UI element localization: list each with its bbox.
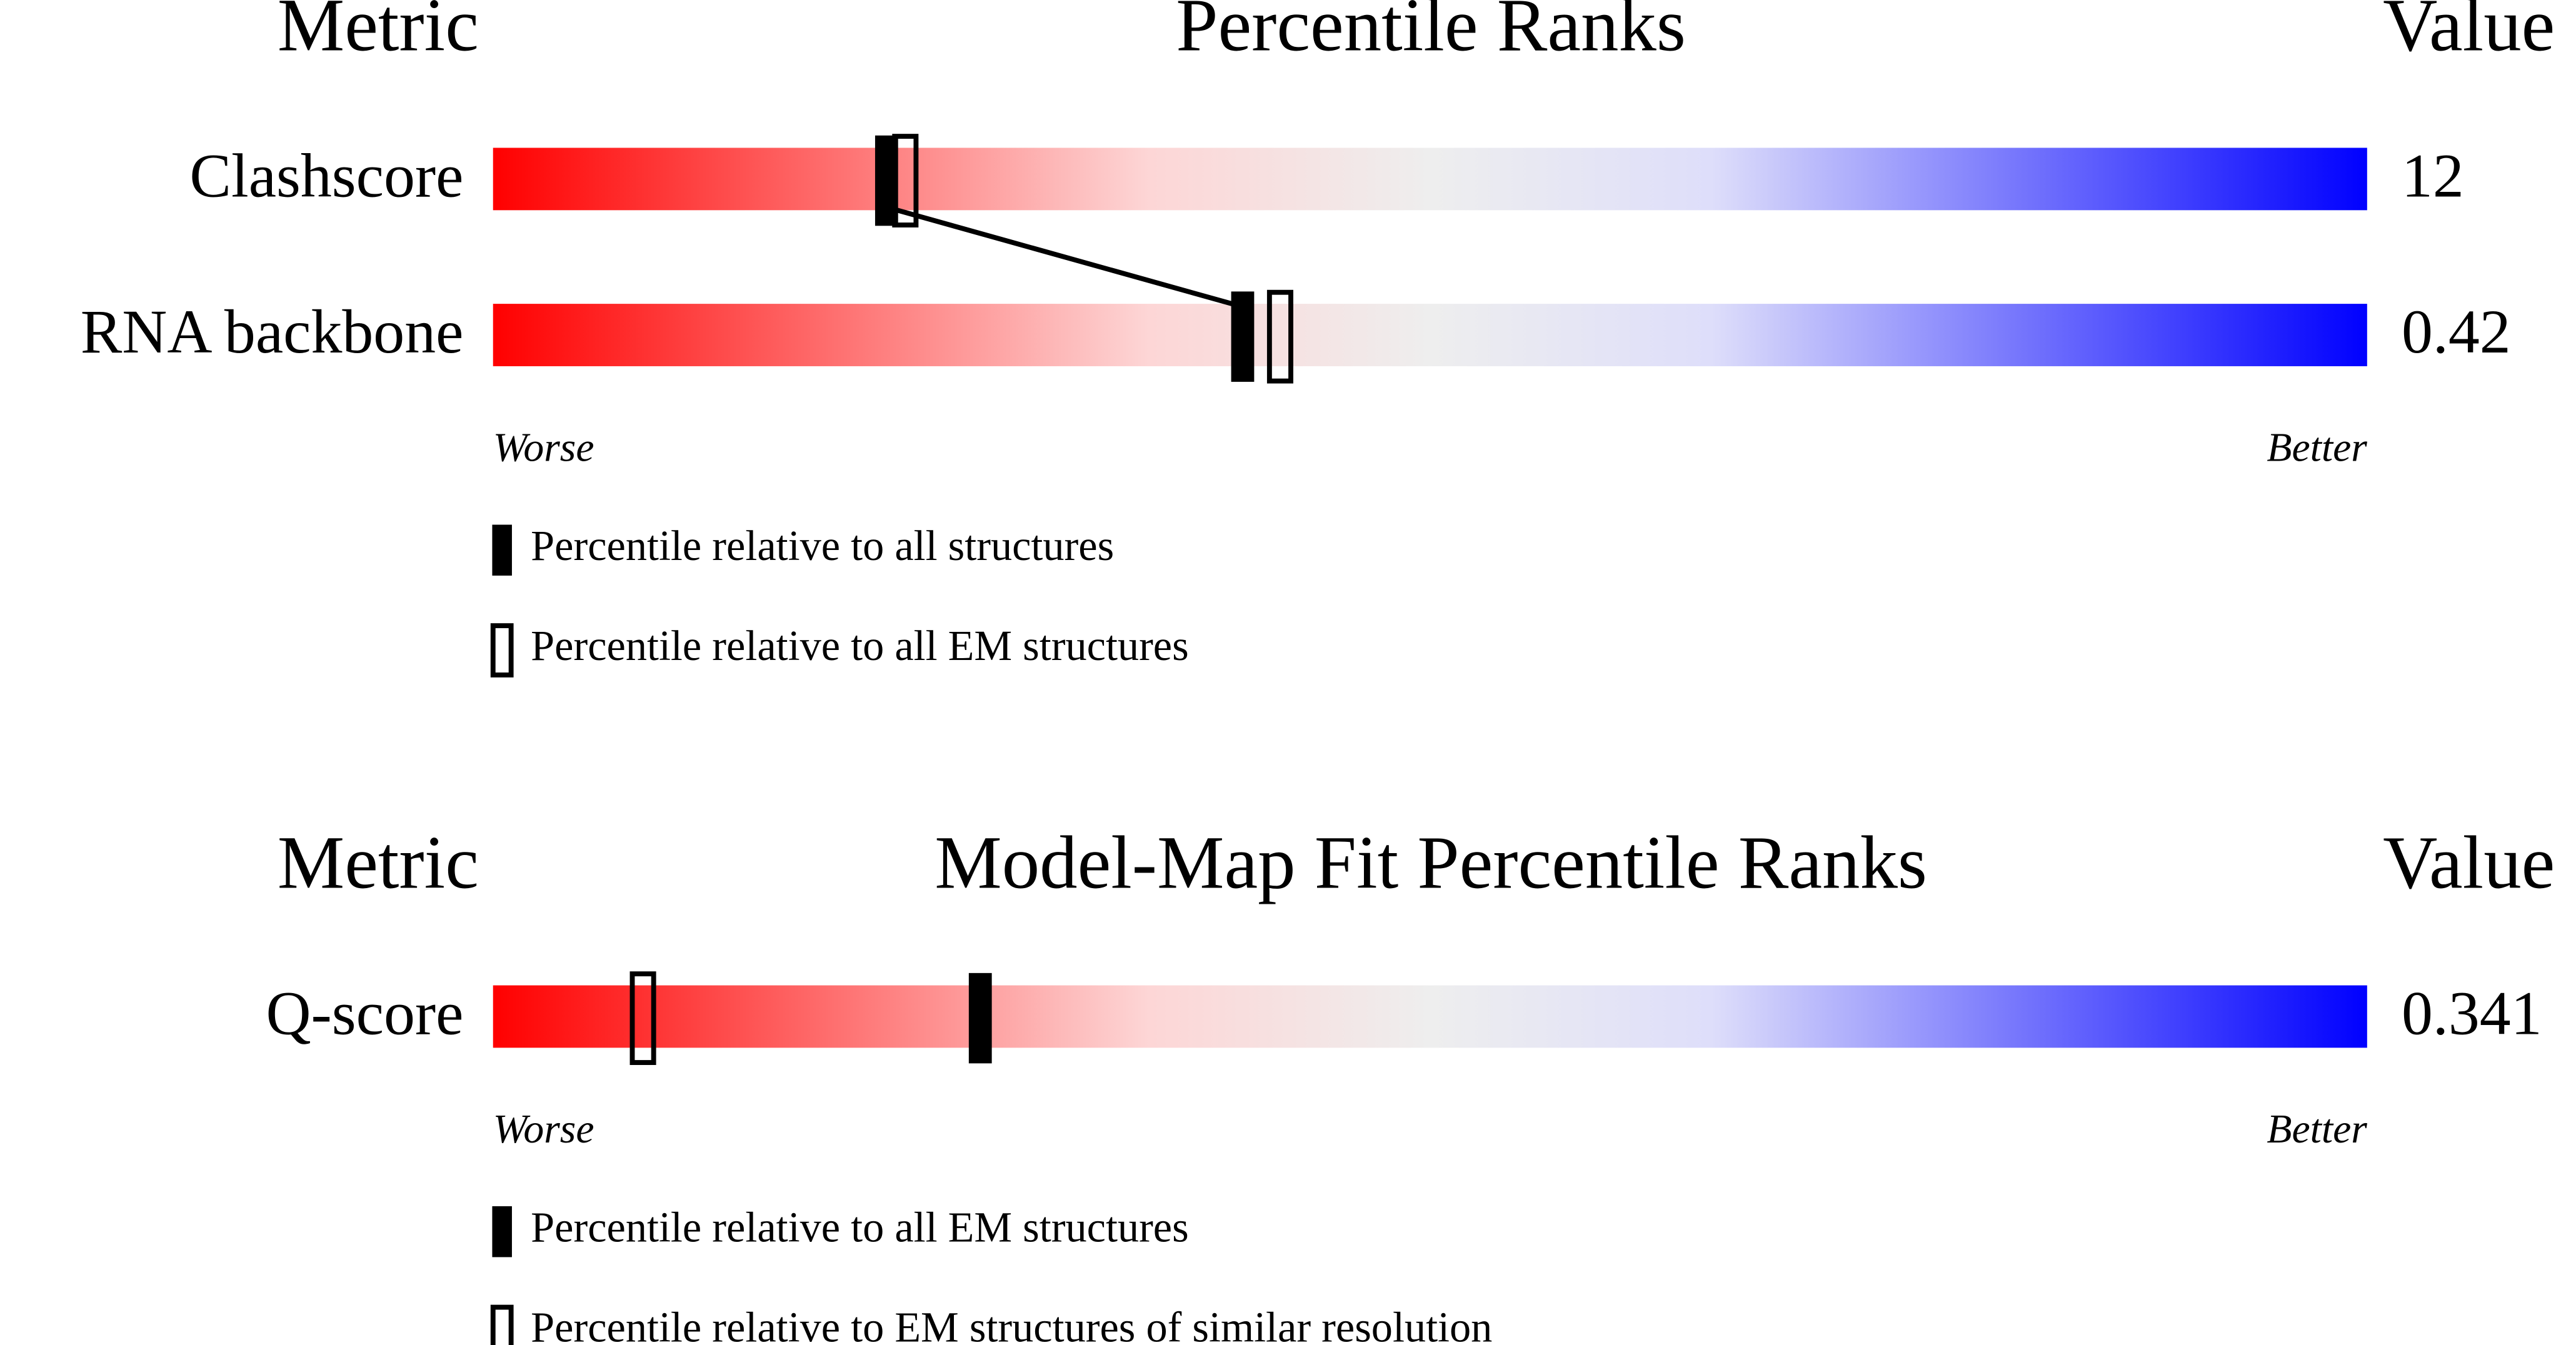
metric-value: 12: [2402, 141, 2464, 211]
legend-icon-filled: [492, 524, 512, 576]
legend-text: Percentile relative to all EM structures: [531, 622, 1189, 669]
worse-label: Worse: [493, 1106, 594, 1152]
percentile-bar: [493, 304, 2367, 366]
better-label: Better: [2267, 425, 2367, 471]
percentile-marker-filled: [968, 972, 992, 1064]
percentile-marker-filled: [1231, 291, 1255, 382]
panel-title: Model-Map Fit Percentile Ranks: [935, 821, 1927, 904]
legend-text: Percentile relative to all structures: [531, 522, 1114, 569]
percentile-marker-open: [629, 971, 656, 1065]
panel-title: Percentile Ranks: [1176, 0, 1686, 67]
percentile-marker-open: [1266, 289, 1293, 384]
metric-value: 0.42: [2402, 297, 2511, 366]
worse-label: Worse: [493, 425, 594, 471]
legend-icon-open: [490, 1304, 514, 1345]
connector-line: [896, 208, 1233, 306]
metric-header: Metric: [278, 821, 479, 904]
metric-header: Metric: [278, 0, 479, 67]
metric-label: Clashscore: [189, 141, 463, 211]
value-header: Value: [2383, 0, 2555, 67]
percentile-bar: [493, 148, 2367, 211]
metric-value: 0.341: [2402, 979, 2542, 1048]
metric-label: RNA backbone: [81, 297, 464, 366]
value-header: Value: [2383, 821, 2555, 904]
percentile-bar: [493, 985, 2367, 1048]
legend-icon-open: [490, 623, 514, 678]
legend-text: Percentile relative to all EM structures: [531, 1203, 1189, 1251]
legend-icon-filled: [492, 1206, 512, 1258]
percentile-marker-open: [892, 134, 919, 228]
legend-text: Percentile relative to EM structures of …: [531, 1304, 1492, 1345]
metric-label: Q-score: [266, 979, 463, 1048]
better-label: Better: [2267, 1106, 2367, 1152]
